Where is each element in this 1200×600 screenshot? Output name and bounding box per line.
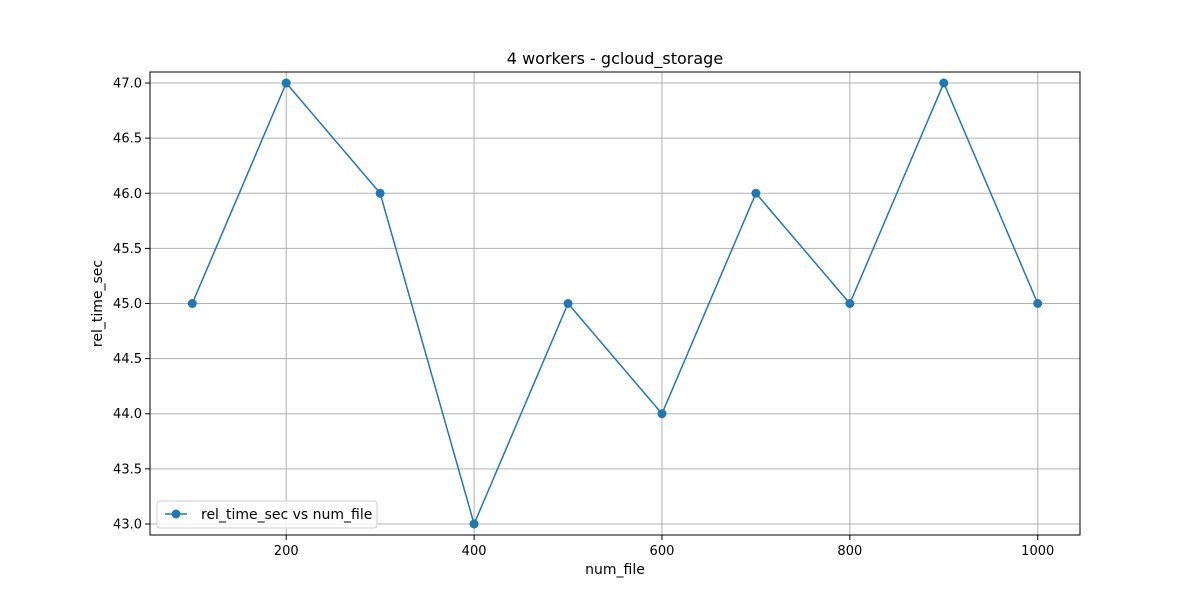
x-tick-label: 200 bbox=[274, 544, 299, 559]
data-point bbox=[657, 409, 667, 419]
chart-title: 4 workers - gcloud_storage bbox=[507, 49, 723, 69]
data-point bbox=[469, 519, 479, 529]
x-tick-label: 600 bbox=[650, 544, 675, 559]
y-tick-label: 47.0 bbox=[113, 77, 142, 92]
y-axis-label: rel_time_sec bbox=[90, 260, 106, 347]
x-tick-label: 400 bbox=[462, 544, 487, 559]
axis-ticks: 200 400 600 800 1000 43.0 43.5 44.0 44.5 45.0 45.5… bbox=[113, 77, 1054, 559]
legend-box bbox=[156, 500, 378, 529]
y-tick-label: 43.5 bbox=[113, 462, 142, 477]
y-tick-label: 46.0 bbox=[113, 187, 142, 202]
data-point bbox=[375, 188, 385, 198]
y-tick-label: 45.0 bbox=[113, 297, 142, 312]
legend-entry-label: rel_time_sec vs num_file bbox=[201, 507, 372, 523]
series-line bbox=[191, 82, 1039, 525]
series-layer bbox=[187, 78, 1043, 529]
x-tick-label: 800 bbox=[837, 544, 862, 559]
x-tick-label: 1000 bbox=[1021, 544, 1054, 559]
data-point bbox=[751, 188, 761, 198]
legend: rel_time_sec vs num_file bbox=[156, 500, 378, 529]
data-point bbox=[187, 299, 197, 308]
data-point bbox=[563, 299, 573, 308]
grid-lines bbox=[150, 72, 1080, 535]
data-point bbox=[845, 299, 855, 308]
y-tick-label: 45.5 bbox=[113, 242, 142, 257]
legend-marker-swatch bbox=[171, 509, 181, 519]
y-tick-label: 43.0 bbox=[113, 517, 142, 532]
data-point bbox=[281, 78, 291, 88]
data-point bbox=[939, 78, 949, 88]
data-point bbox=[1033, 299, 1043, 308]
y-tick-label: 46.5 bbox=[113, 132, 142, 147]
y-tick-label: 44.0 bbox=[113, 407, 142, 422]
y-tick-label: 44.5 bbox=[113, 352, 142, 367]
x-axis-label: num_file bbox=[585, 562, 645, 578]
